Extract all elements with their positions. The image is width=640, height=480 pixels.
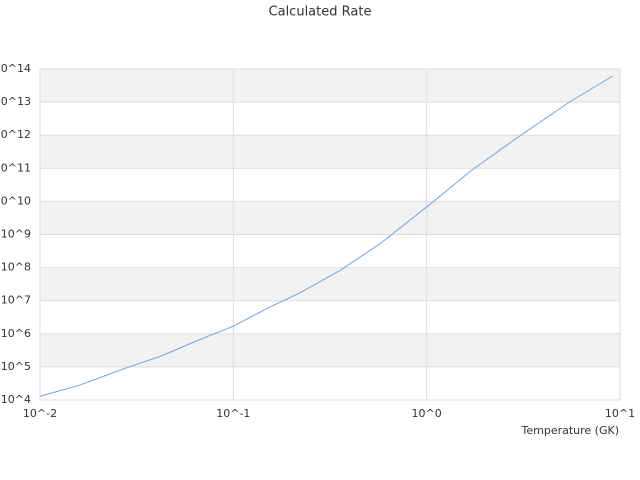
y-tick-label: 10^5 — [1, 360, 31, 373]
x-tick-label: 10^-2 — [23, 407, 57, 420]
y-tick-label: 10^12 — [0, 128, 31, 141]
grid-band — [40, 69, 620, 103]
grid-band — [40, 333, 620, 367]
x-tick-label: 10^0 — [412, 407, 442, 420]
y-tick-label: 10^13 — [0, 95, 31, 108]
y-tick-label: 10^8 — [1, 261, 31, 274]
grid-band — [40, 201, 620, 235]
y-tick-label: 10^14 — [0, 62, 31, 75]
y-tick-label: 10^9 — [1, 228, 31, 241]
x-tick-label: 10^-1 — [216, 407, 250, 420]
data-line — [39, 75, 614, 397]
y-tick-label: 10^7 — [1, 294, 31, 307]
chart-title: Calculated Rate — [269, 5, 372, 20]
y-tick-label: 10^6 — [1, 327, 31, 340]
grid-bands — [40, 69, 620, 367]
x-tick-label: 10^1 — [605, 407, 635, 420]
grid-band — [40, 267, 620, 301]
y-tick-label: 10^11 — [0, 161, 31, 174]
y-tick-label: 10^10 — [0, 194, 31, 207]
x-axis-label: Temperature (GK) — [521, 424, 620, 437]
grid-band — [40, 135, 620, 169]
y-tick-label: 10^4 — [1, 393, 31, 406]
